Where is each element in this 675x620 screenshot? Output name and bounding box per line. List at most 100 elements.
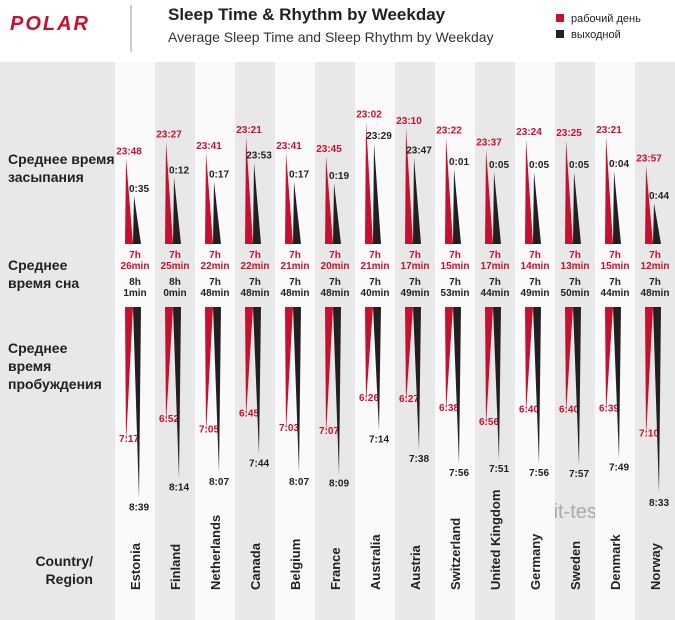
bedtime-spike bbox=[565, 140, 573, 244]
x-tick-label: France bbox=[328, 547, 343, 590]
legend-swatch bbox=[556, 14, 564, 22]
bedtime-label: 23:53 bbox=[246, 150, 272, 161]
sleep-label: 7h 48min bbox=[320, 277, 350, 299]
bedtime-label: 23:41 bbox=[196, 141, 222, 152]
wake-spike bbox=[445, 307, 453, 412]
bedtime-label: 0:17 bbox=[289, 170, 309, 181]
wake-label: 6:39 bbox=[599, 404, 619, 415]
wake-label: 8:39 bbox=[129, 503, 149, 514]
x-tick-label: Canada bbox=[248, 542, 263, 590]
wake-label: 8:07 bbox=[209, 477, 229, 488]
row-label: Country/ Region bbox=[35, 553, 93, 588]
sleep-label: 7h 13min bbox=[560, 250, 590, 272]
bedtime-label: 0:17 bbox=[209, 170, 229, 181]
wake-spike bbox=[453, 307, 461, 465]
wake-spike bbox=[373, 307, 381, 431]
wake-spike bbox=[565, 307, 573, 414]
sleep-label: 7h 26min bbox=[120, 250, 150, 272]
wake-spike bbox=[533, 307, 541, 465]
wake-label: 7:05 bbox=[199, 424, 219, 435]
x-tick-label: Austria bbox=[408, 544, 423, 590]
wake-label: 7:51 bbox=[489, 464, 509, 475]
wake-label: 6:52 bbox=[159, 414, 179, 425]
sleep-label: 7h 53min bbox=[440, 277, 470, 299]
bedtime-label: 0:44 bbox=[649, 191, 669, 202]
wake-label: 7:07 bbox=[319, 426, 339, 437]
sleep-label: 7h 14min bbox=[520, 250, 550, 272]
wake-label: 7:44 bbox=[249, 459, 269, 470]
bedtime-label: 23:27 bbox=[156, 130, 182, 141]
bedtime-label: 23:10 bbox=[396, 116, 422, 127]
wake-spike bbox=[165, 307, 173, 423]
bedtime-label: 0:35 bbox=[129, 184, 149, 195]
bedtime-label: 0:12 bbox=[169, 166, 189, 177]
legend-swatch bbox=[556, 30, 564, 38]
legend-label: выходной bbox=[571, 29, 621, 41]
sleep-label: 7h 22min bbox=[200, 250, 230, 272]
bedtime-label: 0:04 bbox=[609, 159, 629, 170]
wake-label: 6:26 bbox=[359, 393, 379, 404]
wake-label: 7:14 bbox=[369, 435, 389, 446]
sleep-label: 7h 49min bbox=[520, 277, 550, 299]
bedtime-spike bbox=[645, 165, 653, 244]
row-label: Среднее время засыпания bbox=[8, 151, 115, 186]
wake-spike bbox=[253, 307, 261, 455]
bedtime-spike bbox=[253, 162, 261, 244]
wake-label: 6:40 bbox=[559, 404, 579, 415]
wake-spike bbox=[213, 307, 221, 473]
sleep-label: 7h 12min bbox=[640, 250, 670, 272]
bedtime-label: 23:41 bbox=[276, 141, 302, 152]
wake-label: 7:56 bbox=[449, 468, 469, 479]
bedtime-spike bbox=[453, 168, 461, 244]
x-tick-label: Switzerland bbox=[448, 518, 463, 590]
sleep-label: 7h 44min bbox=[600, 277, 630, 299]
x-tick-label: United Kingdom bbox=[488, 490, 503, 590]
bedtime-spike bbox=[173, 177, 181, 244]
wake-label: 7:49 bbox=[609, 463, 629, 474]
wake-label: 6:27 bbox=[399, 394, 419, 405]
bedtime-spike bbox=[373, 143, 381, 244]
sleep-label: 7h 25min bbox=[160, 250, 190, 272]
x-tick-label: Netherlands bbox=[208, 515, 223, 590]
wake-spike bbox=[285, 307, 293, 432]
bedtime-label: 0:01 bbox=[449, 157, 469, 168]
bedtime-spike bbox=[285, 152, 293, 244]
bedtime-spike bbox=[405, 128, 413, 244]
wake-spike bbox=[605, 307, 613, 413]
bedtime-spike bbox=[533, 172, 541, 244]
sleep-label: 7h 48min bbox=[640, 277, 670, 299]
wake-spike bbox=[525, 307, 533, 414]
bedtime-spike bbox=[445, 137, 453, 244]
bedtime-spike bbox=[165, 141, 173, 244]
bedtime-label: 23:22 bbox=[436, 126, 462, 137]
bedtime-spike bbox=[605, 136, 613, 244]
wake-spike bbox=[573, 307, 581, 465]
wake-label: 8:14 bbox=[169, 483, 189, 494]
sleep-label: 8h 1min bbox=[123, 277, 147, 299]
wake-spike bbox=[205, 307, 213, 434]
wake-label: 6:40 bbox=[519, 404, 539, 415]
sleep-label: 7h 15min bbox=[600, 250, 630, 272]
bedtime-label: 23:57 bbox=[636, 154, 662, 165]
wake-spike bbox=[653, 307, 661, 494]
chart-subtitle: Average Sleep Time and Sleep Rhythm by W… bbox=[168, 29, 494, 45]
bedtime-label: 23:48 bbox=[116, 146, 142, 157]
wake-label: 6:45 bbox=[239, 408, 259, 419]
x-tick-label: Finland bbox=[168, 544, 183, 590]
bedtime-label: 23:02 bbox=[356, 110, 382, 121]
bedtime-spike bbox=[293, 181, 301, 244]
wake-label: 7:10 bbox=[639, 428, 659, 439]
legend-label: рабочий день bbox=[571, 13, 641, 25]
sleep-label: 7h 22min bbox=[240, 250, 270, 272]
wake-label: 8:07 bbox=[289, 477, 309, 488]
row-label: Среднее время пробуждения bbox=[8, 340, 102, 393]
wake-label: 7:03 bbox=[279, 423, 299, 434]
x-tick-label: Norway bbox=[648, 542, 663, 590]
sleep-label: 7h 15min bbox=[440, 250, 470, 272]
wake-spike bbox=[133, 307, 141, 499]
wake-label: 7:38 bbox=[409, 454, 429, 465]
wake-label: 7:56 bbox=[529, 468, 549, 479]
bedtime-spike bbox=[653, 203, 661, 244]
bedtime-spike bbox=[525, 139, 533, 244]
